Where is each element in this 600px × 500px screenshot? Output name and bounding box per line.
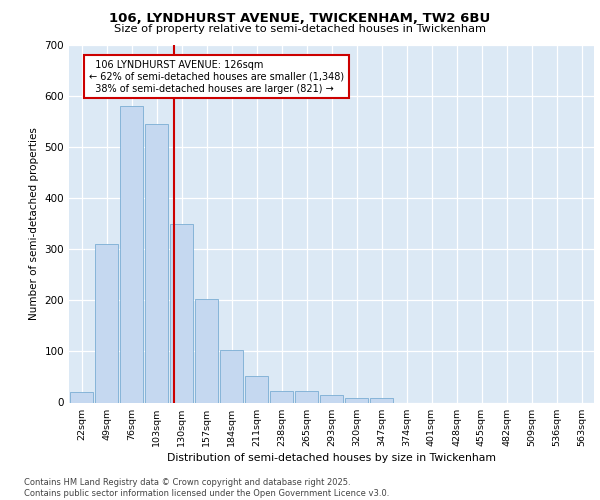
- Text: 106, LYNDHURST AVENUE, TWICKENHAM, TW2 6BU: 106, LYNDHURST AVENUE, TWICKENHAM, TW2 6…: [109, 12, 491, 26]
- Text: Size of property relative to semi-detached houses in Twickenham: Size of property relative to semi-detach…: [114, 24, 486, 34]
- Text: Contains HM Land Registry data © Crown copyright and database right 2025.
Contai: Contains HM Land Registry data © Crown c…: [24, 478, 389, 498]
- Bar: [120, 106, 143, 403]
- Bar: [270, 391, 293, 402]
- Bar: [70, 392, 93, 402]
- Bar: [370, 398, 393, 402]
- Bar: [220, 350, 243, 403]
- Bar: [170, 224, 193, 402]
- Bar: [145, 124, 168, 402]
- Text: 106 LYNDHURST AVENUE: 126sqm
← 62% of semi-detached houses are smaller (1,348)
 : 106 LYNDHURST AVENUE: 126sqm ← 62% of se…: [89, 60, 344, 94]
- Bar: [95, 244, 118, 402]
- Y-axis label: Number of semi-detached properties: Number of semi-detached properties: [29, 128, 39, 320]
- X-axis label: Distribution of semi-detached houses by size in Twickenham: Distribution of semi-detached houses by …: [167, 452, 496, 462]
- Bar: [245, 376, 268, 402]
- Bar: [320, 395, 343, 402]
- Bar: [295, 392, 318, 402]
- Bar: [195, 300, 218, 403]
- Bar: [345, 398, 368, 402]
